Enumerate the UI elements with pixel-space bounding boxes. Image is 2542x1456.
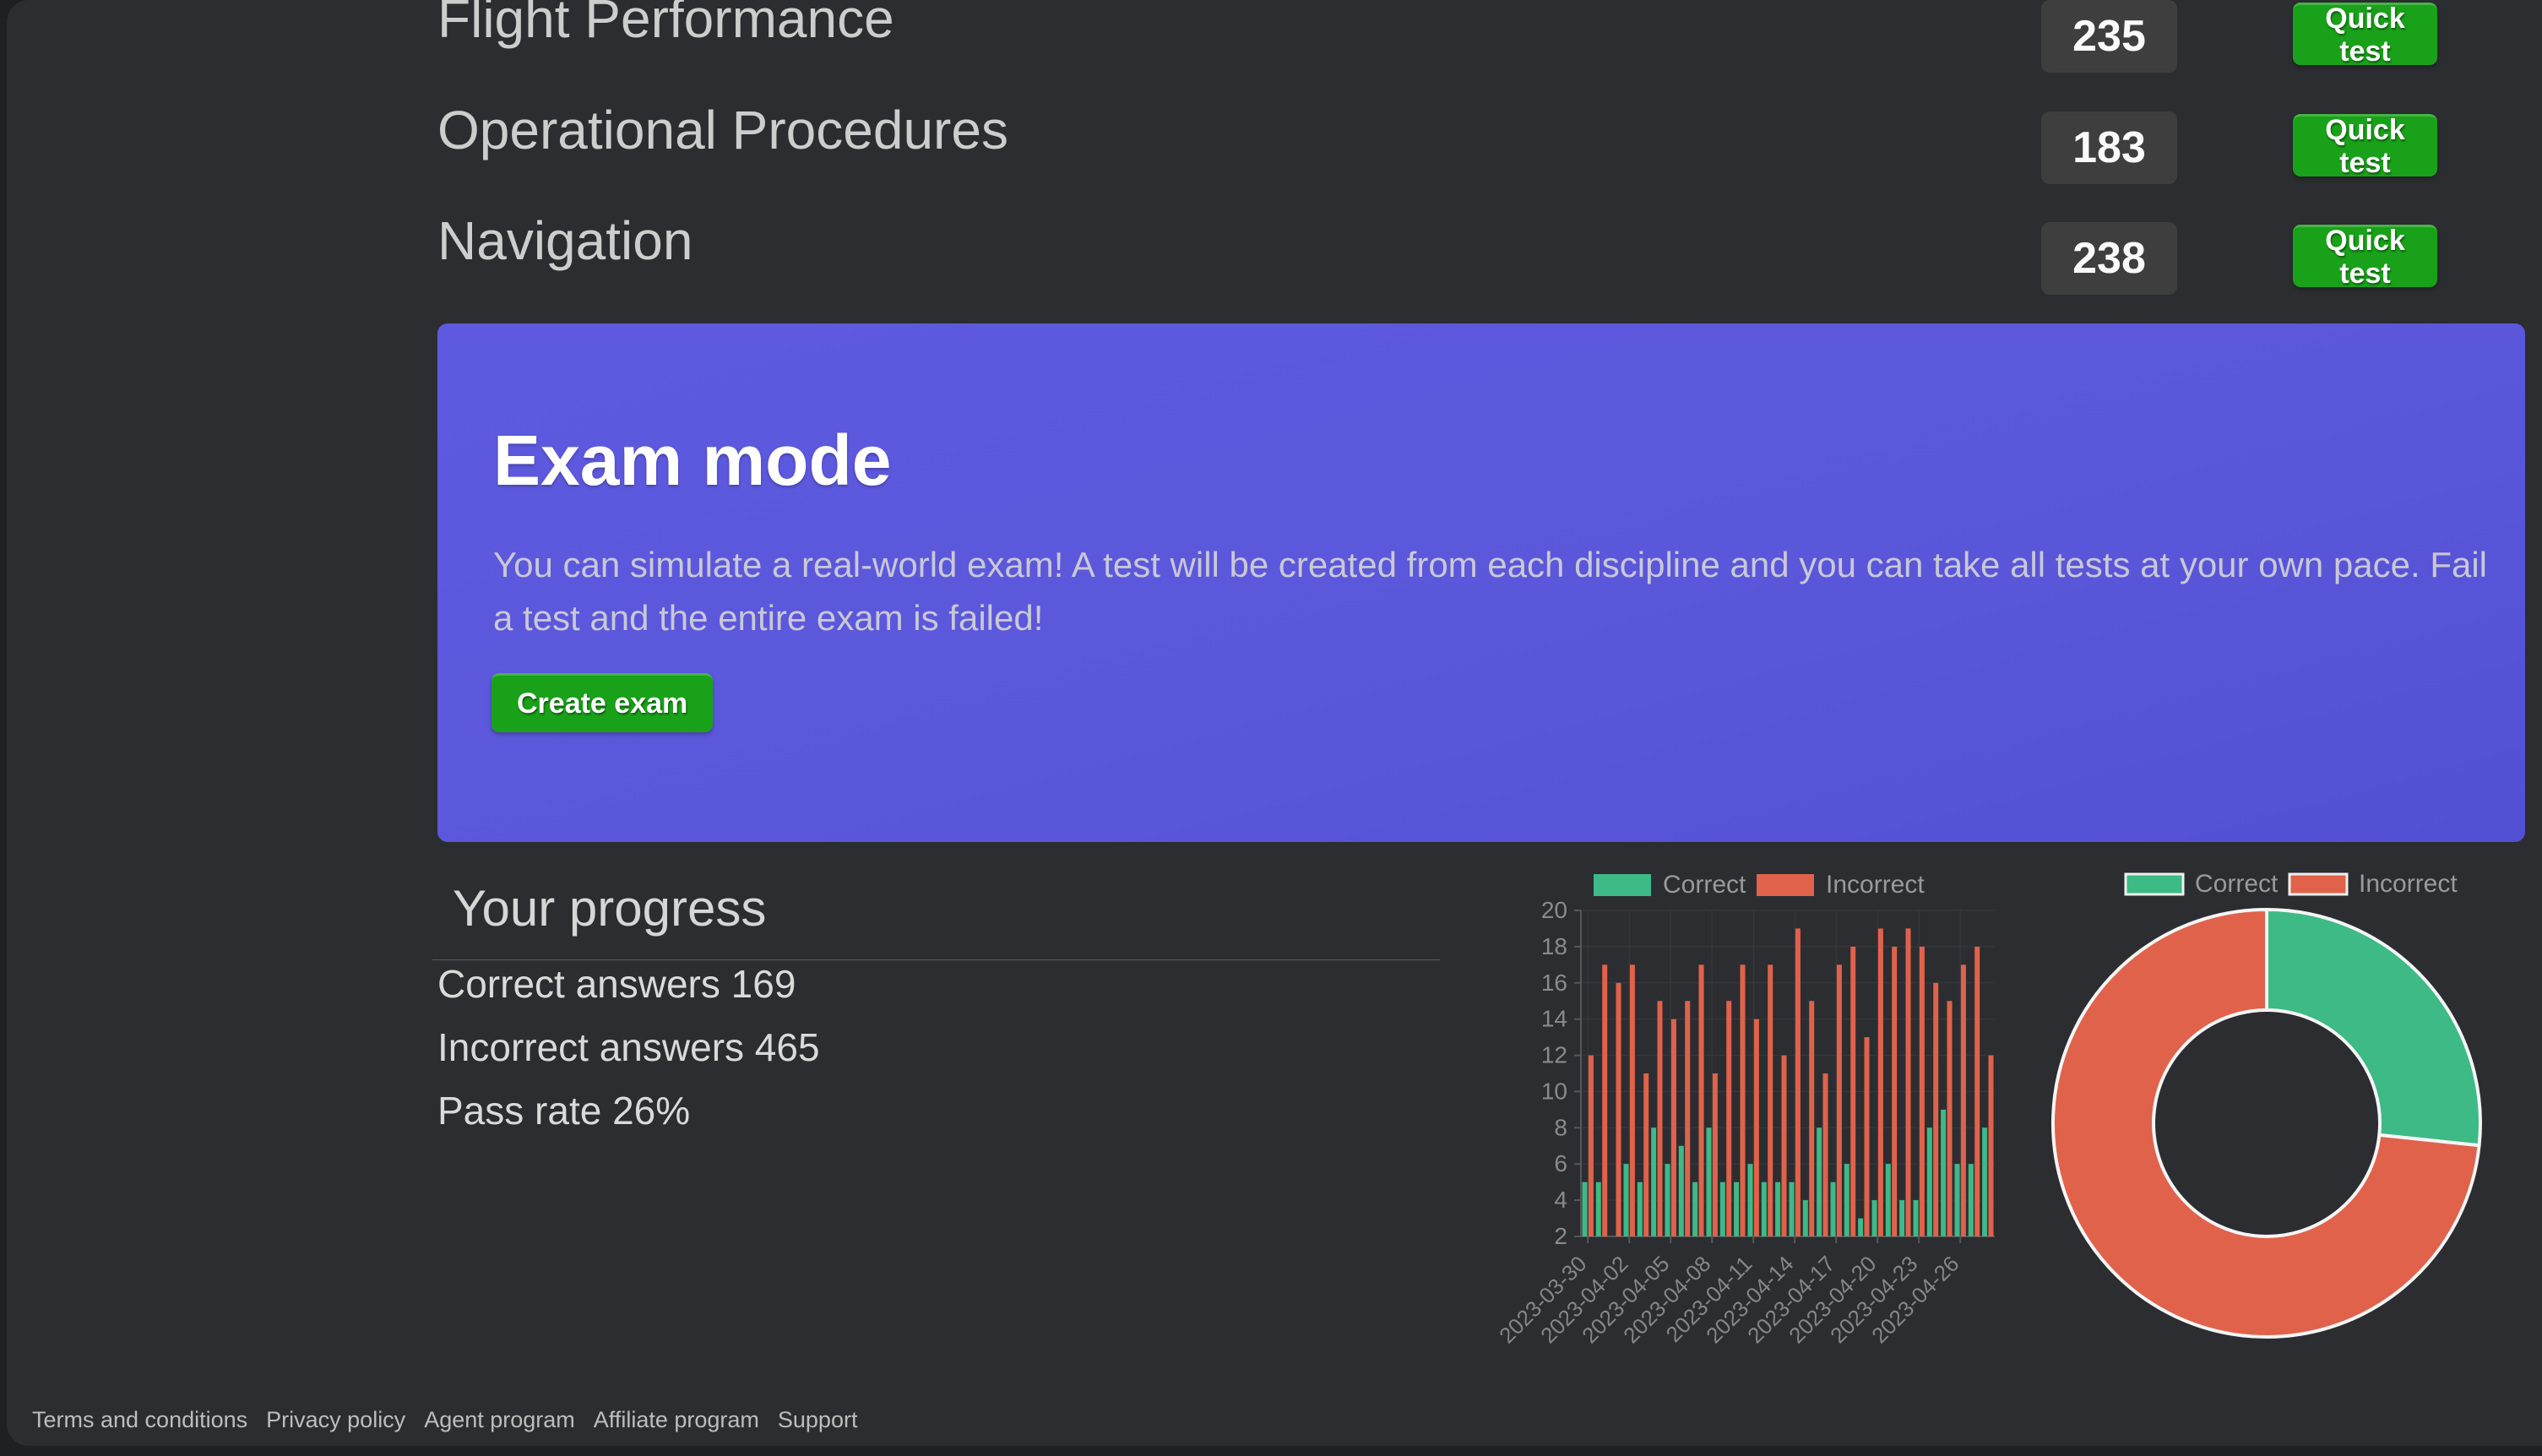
discipline-count-badge: 238 [2041,222,2177,295]
exam-mode-title: Exam mode [493,421,892,500]
quick-test-button[interactable]: Quick test [2293,114,2437,179]
progress-divider [432,959,1440,960]
footer-links: Terms and conditions Privacy policy Agent … [32,1404,857,1436]
daily-answers-bar-chart[interactable]: 24681012141618202023-03-302023-04-022023… [1494,861,2035,1385]
svg-text:10: 10 [1541,1078,1567,1104]
bar-legend-incorrect[interactable]: Incorrect [1757,871,1925,899]
donut-legend-incorrect[interactable]: Incorrect [2288,870,2458,898]
progress-title: Your progress [453,880,767,937]
progress-stat-label: Pass rate [437,1089,602,1133]
progress-stat-label: Incorrect answers [437,1025,745,1069]
discipline-list: Flight Performance 235 Quick test Operat… [437,0,2525,312]
donut-legend-correct[interactable]: Correct [2124,870,2279,898]
footer-link[interactable]: Agent program [424,1407,575,1432]
quick-test-button[interactable]: Quick test [2293,225,2437,290]
discipline-count-badge: 183 [2041,111,2177,184]
bar-legend-correct[interactable]: Correct [1594,871,1746,899]
footer-link[interactable]: Affiliate program [593,1407,759,1432]
svg-text:14: 14 [1541,1006,1567,1032]
progress-stat: Pass rate 26% [437,1079,820,1143]
svg-text:Incorrect: Incorrect [1826,871,1925,899]
discipline-title: Flight Performance [437,0,894,49]
progress-stat-value: 465 [754,1025,820,1069]
discipline-count-badge: 235 [2041,0,2177,73]
svg-text:Correct: Correct [2195,870,2279,898]
discipline-row: Navigation 238 Quick test [437,214,2525,295]
svg-text:2: 2 [1554,1223,1567,1249]
svg-text:4: 4 [1554,1187,1567,1213]
progress-stats: Correct answers 169 Incorrect answers 465… [437,953,820,1143]
donut-slice-incorrect[interactable] [2050,908,2481,1339]
exam-mode-description: You can simulate a real-world exam! A te… [493,545,2488,638]
answers-donut-chart[interactable]: Correct Incorrect [2050,861,2534,1385]
progress-stat: Incorrect answers 465 [437,1016,820,1079]
footer-link[interactable]: Privacy policy [266,1407,406,1432]
svg-text:12: 12 [1541,1042,1567,1068]
svg-text:Correct: Correct [1663,871,1746,899]
discipline-title: Navigation [437,210,693,271]
svg-text:Incorrect: Incorrect [2359,870,2458,898]
footer-link[interactable]: Terms and conditions [32,1407,248,1432]
progress-stat-label: Correct answers [437,962,720,1006]
progress-stat-value: 169 [731,962,796,1006]
footer-link[interactable]: Support [777,1407,858,1432]
discipline-title: Operational Procedures [437,100,1008,160]
svg-text:20: 20 [1541,897,1567,923]
svg-text:16: 16 [1541,970,1567,996]
svg-text:6: 6 [1554,1150,1567,1176]
create-exam-button[interactable]: Create exam [492,673,714,732]
progress-stat-value: 26% [612,1089,691,1133]
discipline-row: Flight Performance 235 Quick test [437,0,2525,73]
progress-stat: Correct answers 169 [437,953,820,1016]
donut-slice-correct[interactable] [2265,908,2482,1148]
discipline-row: Operational Procedures 183 Quick test [437,103,2525,184]
exam-mode-banner: Exam mode You can simulate a real-world … [437,323,2525,842]
quick-test-button[interactable]: Quick test [2293,3,2437,68]
svg-text:18: 18 [1541,933,1567,959]
svg-text:8: 8 [1554,1114,1567,1140]
